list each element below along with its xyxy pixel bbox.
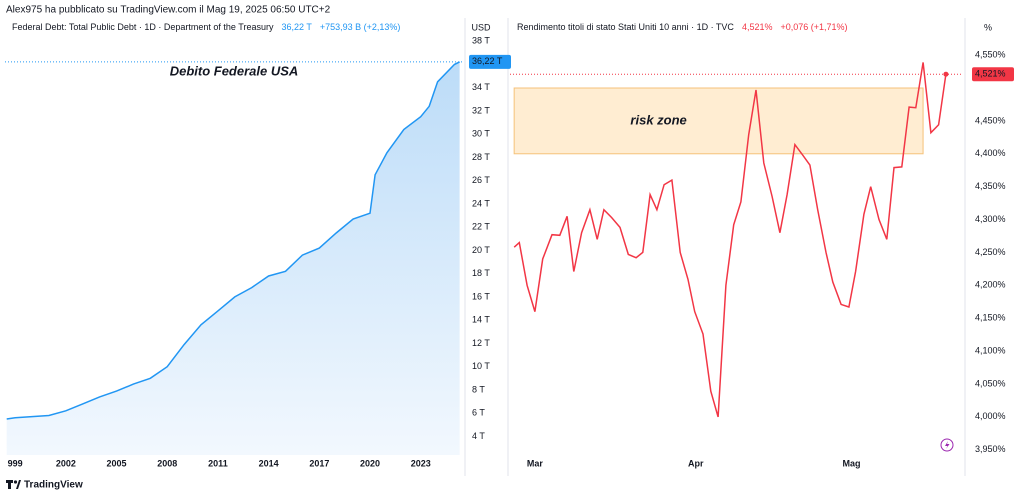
legend-change: +753,93 B (+2,13%) xyxy=(320,22,401,32)
x-tick-label: Apr xyxy=(688,458,704,468)
x-tick-label: 2023 xyxy=(411,458,431,468)
y-tick-label: 4,550% xyxy=(975,50,1006,60)
legend-title: Rendimento titoli di stato Stati Uniti 1… xyxy=(517,22,734,32)
x-tick-label: 2002 xyxy=(56,458,76,468)
x-tick-label: Mag xyxy=(842,458,860,468)
annotation: risk zone xyxy=(630,112,686,127)
axis-label: % xyxy=(984,22,992,32)
header: Alex975 ha pubblicato su TradingView.com… xyxy=(6,5,331,16)
y-tick-label: 12 T xyxy=(472,338,490,348)
y-tick-label: 4 T xyxy=(472,431,485,441)
price-tag-box xyxy=(469,54,511,69)
legend-title: Federal Debt: Total Public Debt · 1D · D… xyxy=(12,22,274,32)
last-point xyxy=(943,71,949,77)
area xyxy=(6,61,460,456)
x-tick-label: Mar xyxy=(527,458,544,468)
y-tick-label: 4,400% xyxy=(975,148,1006,158)
y-tick-label: 38 T xyxy=(472,36,490,46)
y-tick-label: 20 T xyxy=(472,245,490,255)
y-tick-label: 16 T xyxy=(472,291,490,301)
x-tick-label: 2008 xyxy=(157,458,177,468)
logo xyxy=(6,480,21,489)
y-tick-label: 10 T xyxy=(472,361,490,371)
y-tick-label: 14 T xyxy=(472,315,490,325)
legend-value: 4,521% xyxy=(742,22,773,32)
y-tick-label: 6 T xyxy=(472,408,485,418)
line xyxy=(513,62,947,418)
annotation: Debito Federale USA xyxy=(170,63,299,78)
price-tag-box xyxy=(972,67,1014,82)
y-tick-label: 3,950% xyxy=(975,444,1006,454)
y-tick-label: 4,200% xyxy=(975,280,1006,290)
x-tick-label: 999 xyxy=(8,458,23,468)
y-tick-label: 4,050% xyxy=(975,378,1006,388)
y-tick-label: 24 T xyxy=(472,198,490,208)
x-tick-label: 2005 xyxy=(107,458,127,468)
y-tick-label: 32 T xyxy=(472,105,490,115)
price-tag: 4,521% xyxy=(975,69,1006,79)
legend-change: +0,076 (+1,71%) xyxy=(780,22,847,32)
y-tick-label: 22 T xyxy=(472,222,490,232)
y-tick-label: 4,150% xyxy=(975,313,1006,323)
y-tick-label: 8 T xyxy=(472,384,485,394)
line xyxy=(6,61,460,420)
y-tick-label: 4,300% xyxy=(975,214,1006,224)
axis-label: USD xyxy=(471,22,491,32)
y-tick-label: 28 T xyxy=(472,152,490,162)
risk-zone xyxy=(513,87,924,155)
legend: Federal Debt: Total Public Debt · 1D · D… xyxy=(12,22,400,32)
y-tick-label: 4,350% xyxy=(975,181,1006,191)
legend: Rendimento titoli di stato Stati Uniti 1… xyxy=(517,22,848,32)
y-tick-label: 4,250% xyxy=(975,247,1006,257)
y-tick-label: 34 T xyxy=(472,82,490,92)
price-tag: 36,22 T xyxy=(472,56,503,66)
x-tick-label: 2011 xyxy=(208,458,228,468)
legend-value: 36,22 T xyxy=(281,22,312,32)
y-tick-label: 30 T xyxy=(472,129,490,139)
x-tick-label: 2017 xyxy=(309,458,329,468)
y-tick-label: 4,450% xyxy=(975,115,1006,125)
y-tick-label: 4,100% xyxy=(975,345,1006,355)
y-tick-label: 18 T xyxy=(472,268,490,278)
footer: TradingView xyxy=(24,480,83,491)
y-tick-label: 4,000% xyxy=(975,411,1006,421)
icon xyxy=(940,438,954,452)
y-tick-label: 26 T xyxy=(472,175,490,185)
x-tick-label: 2014 xyxy=(259,458,279,468)
x-tick-label: 2020 xyxy=(360,458,380,468)
